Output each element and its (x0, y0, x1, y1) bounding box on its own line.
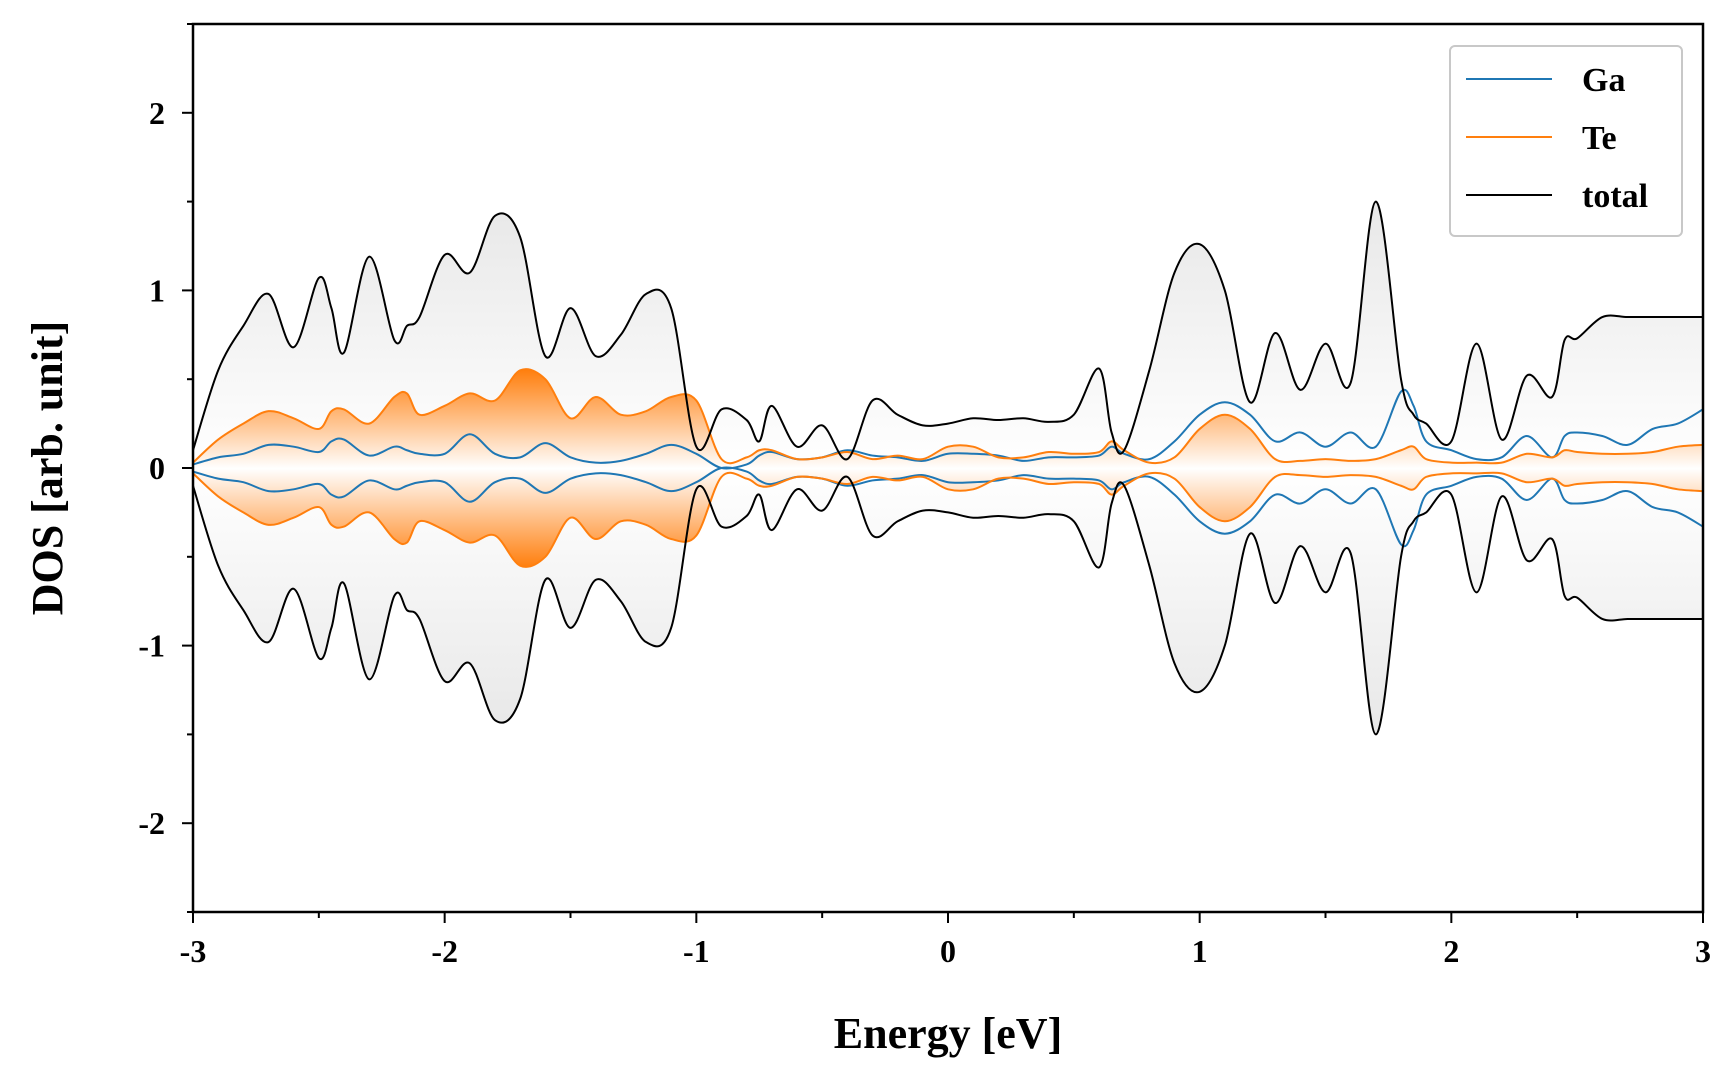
legend-label-te: Te (1582, 120, 1617, 157)
area-fills (193, 201, 1703, 735)
x-tick-label: -3 (180, 933, 207, 969)
te-line-negative (193, 471, 1703, 568)
plot-content (193, 200, 1703, 736)
legend-box (1449, 45, 1683, 237)
y-tick-label: -1 (138, 628, 165, 664)
legend: Ga Te total (1449, 45, 1683, 237)
x-tick-label: 2 (1443, 933, 1459, 969)
ga-line-positive (193, 388, 1703, 470)
x-axis-label: Energy [eV] (834, 1009, 1063, 1058)
y-tick-label: -2 (138, 805, 165, 841)
total-line-negative (193, 475, 1703, 736)
x-tick-label: 3 (1695, 933, 1711, 969)
x-tick-label: -2 (431, 933, 458, 969)
x-tick-label: 0 (940, 933, 956, 969)
te-line-positive (193, 368, 1703, 465)
legend-label-ga: Ga (1582, 62, 1625, 99)
y-axis-label: DOS [arb. unit] (23, 321, 72, 616)
series-lines (193, 200, 1703, 736)
ga-line-negative (193, 466, 1703, 548)
x-tick-label: -1 (683, 933, 710, 969)
x-axis-ticks: -3 -2 -1 0 1 2 3 (180, 912, 1711, 969)
total-line-positive (193, 200, 1703, 461)
y-tick-label: 0 (149, 450, 165, 486)
legend-items: Ga Te total (1466, 62, 1648, 215)
legend-label-total: total (1582, 178, 1648, 215)
y-axis-ticks: -2 -1 0 1 2 (138, 23, 193, 913)
x-tick-label: 1 (1192, 933, 1208, 969)
y-tick-label: 2 (149, 95, 165, 131)
y-tick-label: 1 (149, 272, 165, 308)
